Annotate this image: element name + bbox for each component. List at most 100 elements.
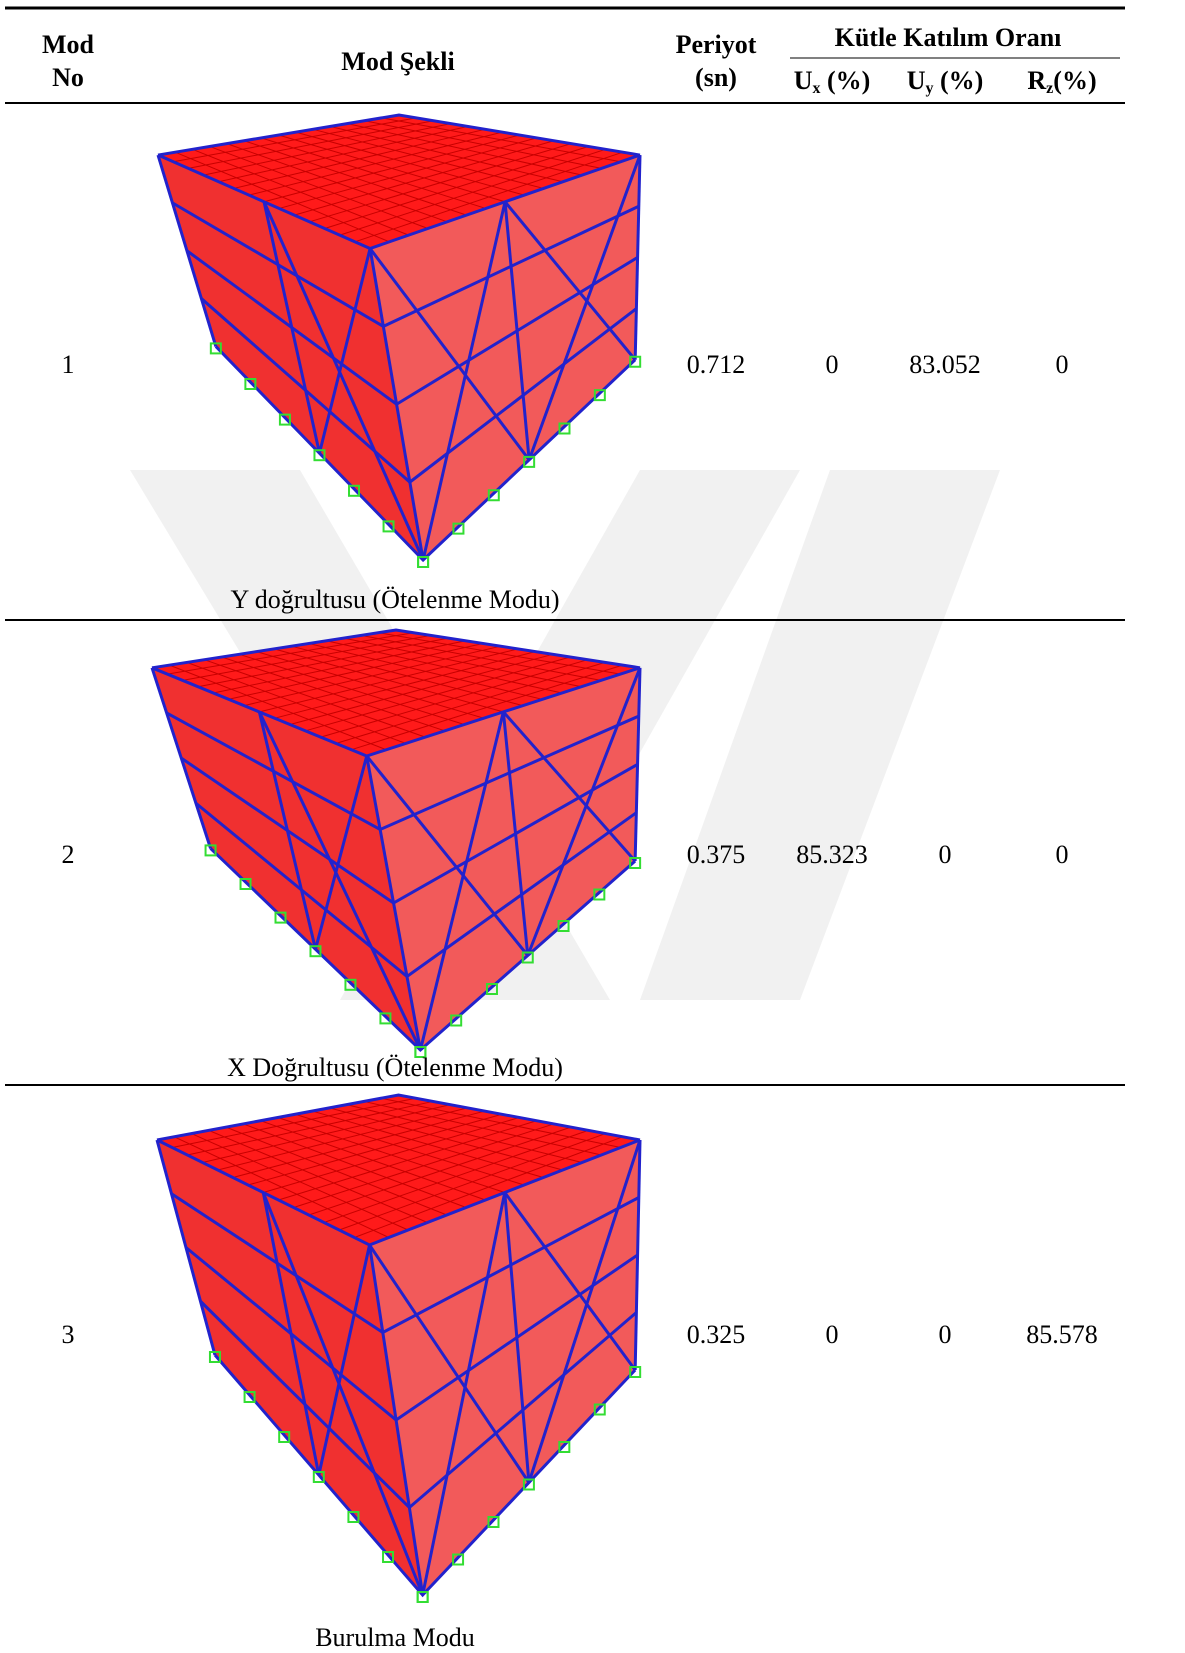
support bbox=[521, 951, 534, 964]
slab-grid bbox=[326, 640, 563, 694]
header-cell: (sn) bbox=[695, 63, 737, 92]
slab-grid bbox=[320, 659, 588, 738]
support bbox=[487, 1516, 500, 1528]
slab-grid bbox=[279, 137, 537, 209]
slab-grid bbox=[351, 664, 623, 751]
shape-roof bbox=[157, 1095, 640, 1245]
header-cell: Mod bbox=[42, 30, 94, 59]
frame-member bbox=[527, 1139, 642, 1483]
support bbox=[382, 1551, 395, 1563]
roof-edge bbox=[156, 1093, 641, 1142]
frame-member bbox=[368, 247, 531, 461]
slab-grid bbox=[330, 125, 563, 183]
support bbox=[557, 920, 570, 932]
slab-grid bbox=[346, 1104, 583, 1163]
support bbox=[278, 413, 291, 426]
frame-member bbox=[150, 667, 212, 849]
support bbox=[452, 522, 465, 535]
slab-grid bbox=[363, 1100, 602, 1156]
support bbox=[344, 978, 357, 991]
shape-roof bbox=[152, 630, 640, 756]
support bbox=[523, 455, 536, 468]
slab-grid bbox=[291, 645, 524, 707]
slab-grid bbox=[293, 1123, 554, 1208]
header-cell: Kütle Katılım Oranı bbox=[834, 23, 1062, 52]
support bbox=[417, 556, 430, 568]
header-text: (%) bbox=[1053, 66, 1097, 95]
frame-member bbox=[318, 248, 372, 454]
slab-grid bbox=[335, 661, 606, 744]
table-cell: 0 bbox=[825, 350, 839, 379]
slab-grid bbox=[308, 1126, 572, 1216]
slab-grid bbox=[277, 1117, 505, 1193]
table-cell: 83.052 bbox=[909, 350, 981, 379]
support bbox=[593, 1403, 606, 1416]
frame-member bbox=[633, 1139, 642, 1371]
header-text: z bbox=[1046, 80, 1054, 97]
support bbox=[382, 520, 395, 533]
table-cell: 3 bbox=[61, 1320, 75, 1349]
support bbox=[487, 489, 500, 502]
support bbox=[278, 1431, 291, 1443]
frame-member bbox=[633, 667, 642, 862]
table-cell: 0 bbox=[1055, 350, 1069, 379]
support bbox=[593, 389, 606, 402]
mode-shape bbox=[150, 628, 642, 1058]
support bbox=[274, 911, 287, 924]
support bbox=[522, 1478, 535, 1491]
header-text: (%) bbox=[820, 66, 871, 95]
slab-grid bbox=[309, 143, 572, 223]
table-cell: 0 bbox=[825, 1320, 839, 1349]
support bbox=[558, 422, 571, 435]
support bbox=[313, 449, 326, 462]
table-cell: 1 bbox=[61, 350, 75, 379]
header-text: y bbox=[925, 80, 934, 97]
slab-grid bbox=[294, 1113, 525, 1186]
slab-grid bbox=[274, 651, 536, 719]
slab-grid bbox=[305, 656, 571, 732]
slab-grid bbox=[312, 1110, 544, 1178]
shape-face bbox=[157, 1140, 423, 1595]
slab-grid bbox=[378, 632, 621, 675]
frame-member bbox=[317, 1244, 371, 1476]
slab-grid bbox=[289, 653, 553, 725]
table-cell: 0.375 bbox=[686, 840, 746, 869]
slab-grid bbox=[295, 131, 525, 196]
table-cell: 2 bbox=[61, 840, 75, 869]
frame-member bbox=[501, 711, 530, 956]
table-cell: 0 bbox=[938, 840, 952, 869]
support bbox=[243, 1391, 256, 1403]
slab-grid bbox=[324, 145, 589, 229]
mode-shape bbox=[155, 1093, 642, 1603]
slab-grid bbox=[339, 148, 606, 236]
slab-grid bbox=[278, 134, 506, 203]
shape-roof bbox=[158, 115, 640, 249]
header-cell: Uy (%) bbox=[907, 66, 984, 98]
frame-member bbox=[502, 710, 637, 862]
table-cell: 0 bbox=[1055, 840, 1069, 869]
frame-member bbox=[261, 1191, 425, 1596]
header-text: x bbox=[812, 80, 821, 97]
table-cell: 0.325 bbox=[686, 1320, 746, 1349]
frame-member bbox=[368, 1244, 425, 1596]
table-cell: 85.578 bbox=[1026, 1320, 1098, 1349]
frame-member bbox=[258, 711, 422, 1051]
header-cell: Rz(%) bbox=[1027, 66, 1096, 98]
slab-grid bbox=[273, 648, 504, 713]
frame-member bbox=[421, 1192, 507, 1596]
frame-member bbox=[503, 1192, 531, 1483]
slab-grid bbox=[312, 128, 544, 189]
slab-grid bbox=[364, 120, 602, 169]
slab-grid bbox=[381, 1097, 621, 1148]
slab-grid bbox=[381, 117, 621, 163]
frame-member bbox=[155, 1139, 217, 1356]
shape-face bbox=[158, 155, 424, 561]
frame-member bbox=[418, 711, 505, 1051]
support bbox=[629, 857, 642, 869]
support bbox=[347, 1511, 360, 1523]
support bbox=[485, 983, 498, 995]
slab-grid bbox=[361, 634, 602, 681]
slab-grid bbox=[338, 1133, 606, 1231]
